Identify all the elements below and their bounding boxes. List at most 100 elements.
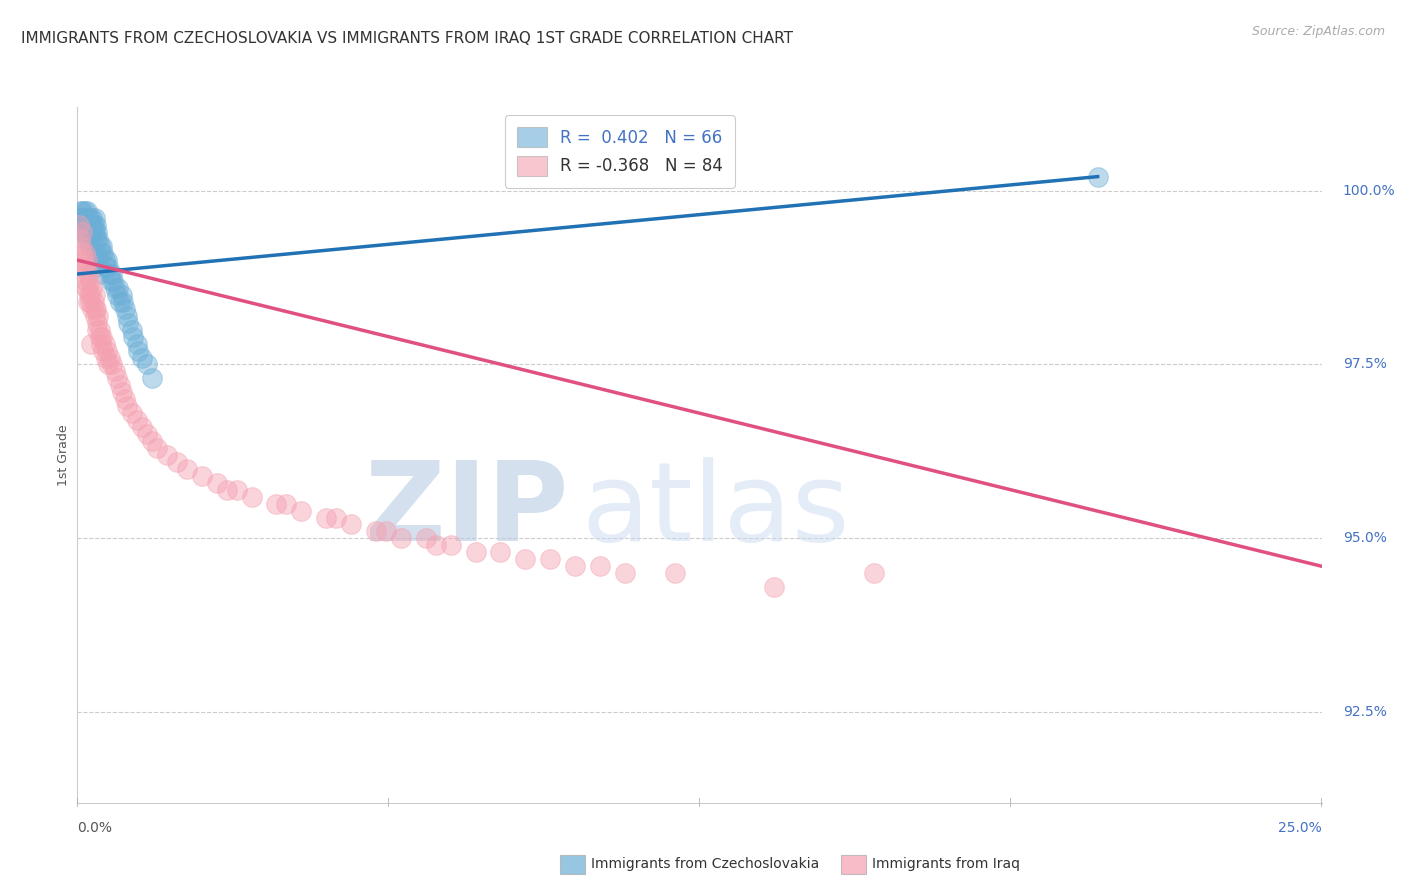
Point: [72, 204, 94, 219]
Text: ZIP: ZIP: [366, 457, 569, 564]
Point: [141, 434, 163, 448]
Point: [79, 219, 101, 233]
Point: [67, 219, 90, 233]
Point: [80, 219, 103, 233]
Point: [121, 323, 143, 337]
Point: [75, 281, 97, 295]
Point: [70, 204, 93, 219]
Point: [111, 385, 134, 400]
Point: [91, 239, 114, 253]
Point: [83, 225, 105, 239]
Point: [83, 260, 105, 274]
Text: 92.5%: 92.5%: [1343, 706, 1386, 719]
Point: [86, 225, 108, 239]
Point: [489, 545, 512, 559]
Point: [90, 246, 112, 260]
Point: [127, 343, 149, 358]
Point: [79, 274, 101, 288]
Point: [76, 204, 98, 219]
Point: [73, 246, 96, 260]
Point: [76, 232, 98, 246]
Point: [82, 211, 104, 226]
Point: [96, 260, 118, 274]
Point: [564, 559, 586, 574]
Point: [73, 225, 96, 239]
Point: [72, 253, 94, 268]
Point: [101, 274, 124, 288]
Point: [89, 323, 111, 337]
Text: atlas: atlas: [581, 457, 849, 564]
Point: [84, 301, 107, 316]
Point: [91, 246, 114, 260]
Point: [96, 351, 118, 365]
Point: [77, 294, 100, 309]
Point: [75, 211, 97, 226]
Point: [325, 510, 347, 524]
Point: [84, 232, 107, 246]
Point: [83, 294, 105, 309]
Point: [166, 455, 188, 469]
Text: 95.0%: 95.0%: [1343, 532, 1386, 545]
Point: [136, 358, 159, 372]
Point: [93, 336, 115, 351]
Point: [464, 545, 486, 559]
Point: [515, 552, 537, 566]
Point: [101, 267, 124, 281]
Point: [240, 490, 263, 504]
Point: [76, 253, 98, 268]
Point: [415, 532, 437, 546]
Point: [80, 225, 103, 239]
Point: [97, 358, 120, 372]
Point: [72, 246, 94, 260]
Point: [122, 329, 145, 343]
Point: [98, 351, 121, 365]
Point: [77, 267, 100, 281]
Text: 97.5%: 97.5%: [1343, 358, 1386, 371]
Point: [84, 219, 107, 233]
Point: [112, 294, 135, 309]
Text: |: |: [387, 798, 389, 807]
Text: Immigrants from Iraq: Immigrants from Iraq: [872, 857, 1019, 871]
Point: [76, 281, 98, 295]
Point: [79, 211, 101, 226]
Point: [76, 219, 98, 233]
Point: [107, 281, 129, 295]
Point: [114, 301, 136, 316]
Point: [73, 267, 96, 281]
Point: [80, 336, 103, 351]
Point: [613, 566, 636, 581]
Point: [98, 267, 121, 281]
Point: [69, 211, 91, 226]
Point: [111, 288, 134, 302]
Point: [225, 483, 247, 497]
Point: [72, 211, 94, 226]
Point: [141, 371, 163, 385]
Text: |: |: [697, 798, 702, 807]
Point: [425, 538, 447, 552]
Point: [79, 294, 101, 309]
Point: [108, 378, 131, 392]
Point: [105, 371, 128, 385]
Point: [72, 211, 94, 226]
Point: [101, 358, 124, 372]
Point: [276, 497, 298, 511]
Point: [125, 413, 148, 427]
Point: [266, 497, 288, 511]
Point: [82, 219, 104, 233]
Legend: R =  0.402   N = 66, R = -0.368   N = 84: R = 0.402 N = 66, R = -0.368 N = 84: [505, 115, 735, 187]
Point: [75, 219, 97, 233]
Point: [83, 309, 105, 323]
Point: [205, 475, 228, 490]
Point: [83, 301, 105, 316]
Point: [82, 301, 104, 316]
Point: [105, 288, 128, 302]
Point: [115, 399, 138, 413]
Point: [156, 448, 179, 462]
Point: [70, 219, 93, 233]
Point: [97, 260, 120, 274]
Point: [79, 239, 101, 253]
Point: [73, 219, 96, 233]
Point: [69, 232, 91, 246]
Point: [70, 239, 93, 253]
Point: [75, 274, 97, 288]
